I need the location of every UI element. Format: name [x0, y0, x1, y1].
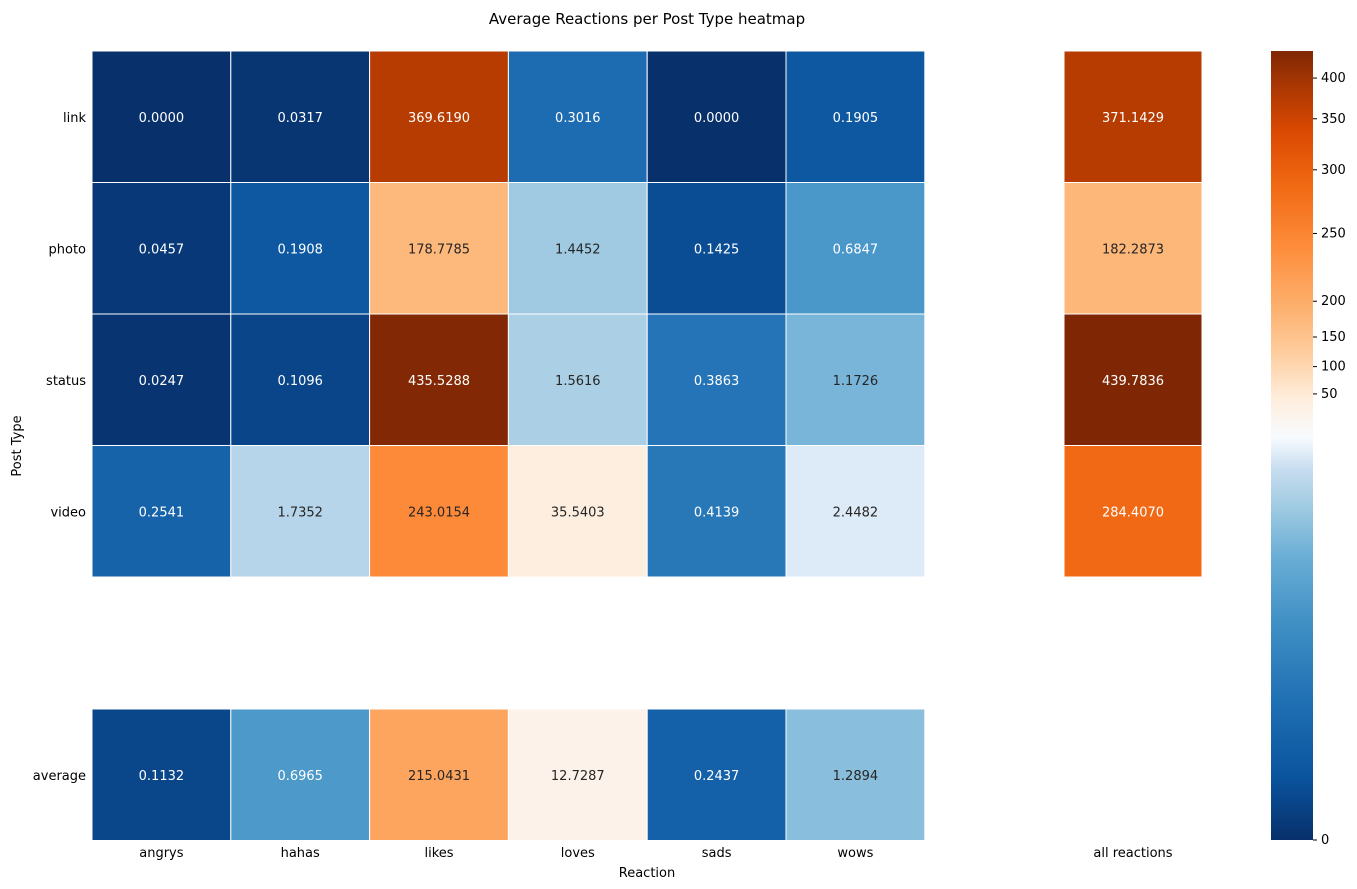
- cell-status-sads-label: 0.3863: [694, 374, 740, 389]
- cell-status-angrys: [91, 313, 232, 446]
- colorbar-tick-0: 0: [1321, 833, 1329, 848]
- cell-average-wows-label: 1.2894: [833, 769, 879, 784]
- cell-average-loves-label: 12.7287: [551, 769, 605, 784]
- cell-average-angrys-label: 0.1132: [139, 769, 185, 784]
- cell-video-hahas-label: 1.7352: [277, 505, 323, 520]
- cell-status-wows: [785, 313, 926, 446]
- cell-average-hahas-label: 0.6965: [277, 769, 323, 784]
- cell-link-wows-label: 0.1905: [833, 111, 879, 126]
- cell-status-hahas-label: 0.1096: [277, 374, 323, 389]
- cell-video-all-reactions: [1063, 445, 1203, 578]
- cell-link-hahas: [230, 50, 371, 183]
- colorbar-tick-250: 250: [1321, 226, 1346, 241]
- cell-video-wows: [785, 445, 926, 578]
- cell-link-sads-label: 0.0000: [694, 111, 740, 126]
- colorbar-tick-150: 150: [1321, 330, 1346, 345]
- cell-average-angrys: [91, 708, 232, 841]
- colorbar-tick-350: 350: [1321, 112, 1346, 127]
- colorbar-tick-50: 50: [1321, 387, 1338, 402]
- cell-status-loves: [507, 313, 648, 446]
- axis-ticks: link photo status video average angrys hahas li…: [33, 111, 1173, 861]
- y-tick-average: average: [33, 769, 86, 784]
- colorbar-tick-400: 400: [1321, 71, 1346, 86]
- x-tick-angrys: angrys: [139, 846, 183, 861]
- cell-average-likes-label: 215.0431: [408, 769, 470, 784]
- cell-status-all-reactions: [1063, 313, 1203, 446]
- cell-link-wows: [785, 50, 926, 183]
- cell-video-likes-label: 243.0154: [408, 505, 470, 520]
- cell-status-angrys-label: 0.0247: [139, 374, 185, 389]
- heatmap-cells: [91, 50, 1203, 841]
- colorbar-tick-300: 300: [1321, 163, 1346, 178]
- cell-photo-wows-label: 0.6847: [833, 242, 879, 257]
- colorbar-tick-200: 200: [1321, 294, 1346, 309]
- cell-link-likes-label: 369.6190: [408, 111, 470, 126]
- cell-video-sads-label: 0.4139: [694, 505, 740, 520]
- cell-link-likes: [369, 50, 509, 183]
- cell-photo-wows: [785, 182, 926, 315]
- cell-link-angrys-label: 0.0000: [139, 111, 185, 126]
- cell-photo-sads-label: 0.1425: [694, 242, 740, 257]
- cell-link-all-reactions-label: 371.1429: [1102, 111, 1164, 126]
- cell-photo-angrys: [91, 182, 232, 315]
- x-tick-wows: wows: [837, 846, 873, 861]
- cell-status-likes-label: 435.5288: [408, 374, 470, 389]
- x-tick-likes: likes: [424, 846, 453, 861]
- colorbar-tick-100: 100: [1321, 360, 1346, 375]
- cell-video-loves: [507, 445, 648, 578]
- cell-link-angrys: [91, 50, 232, 183]
- colorbar: 0 50 100 150 200 250 300 350 400: [1271, 51, 1346, 848]
- cell-status-hahas: [230, 313, 371, 446]
- x-tick-hahas: hahas: [281, 846, 320, 861]
- cell-photo-all-reactions: [1063, 182, 1203, 315]
- y-tick-link: link: [63, 111, 86, 126]
- cell-photo-sads: [646, 182, 787, 315]
- cell-video-hahas: [230, 445, 371, 578]
- chart-title: Average Reactions per Post Type heatmap: [489, 10, 805, 28]
- cell-status-all-reactions-label: 439.7836: [1102, 374, 1164, 389]
- cell-photo-angrys-label: 0.0457: [139, 242, 185, 257]
- cell-status-sads: [646, 313, 787, 446]
- cell-photo-hahas-label: 0.1908: [277, 242, 323, 257]
- cell-link-loves: [507, 50, 648, 183]
- x-tick-all-reactions: all reactions: [1093, 846, 1172, 861]
- cell-video-angrys-label: 0.2541: [139, 505, 185, 520]
- cell-video-all-reactions-label: 284.4070: [1102, 505, 1164, 520]
- cell-status-loves-label: 1.5616: [555, 374, 601, 389]
- x-tick-loves: loves: [561, 846, 595, 861]
- y-tick-status: status: [46, 374, 86, 389]
- cell-video-wows-label: 2.4482: [833, 505, 879, 520]
- cell-average-wows: [785, 708, 926, 841]
- x-axis-label: Reaction: [619, 866, 675, 881]
- cell-status-wows-label: 1.1726: [833, 374, 879, 389]
- cell-video-loves-label: 35.5403: [551, 505, 605, 520]
- cell-link-loves-label: 0.3016: [555, 111, 601, 126]
- y-tick-video: video: [50, 505, 86, 520]
- cell-photo-likes-label: 178.7785: [408, 242, 470, 257]
- y-tick-photo: photo: [49, 242, 87, 257]
- cell-video-angrys: [91, 445, 232, 578]
- cell-photo-all-reactions-label: 182.2873: [1102, 242, 1164, 257]
- cell-photo-loves-label: 1.4452: [555, 242, 601, 257]
- colorbar-gradient: [1271, 51, 1313, 840]
- cell-status-likes: [369, 313, 509, 446]
- cell-labels: 0.0000 0.0317 369.6190 0.3016 0.0000 0.1905 37…: [139, 111, 1164, 784]
- cell-link-hahas-label: 0.0317: [277, 111, 323, 126]
- cell-link-sads: [646, 50, 787, 183]
- y-axis-label: Post Type: [10, 415, 25, 476]
- x-tick-sads: sads: [702, 846, 732, 861]
- cell-average-sads-label: 0.2437: [694, 769, 740, 784]
- cell-photo-likes: [369, 182, 509, 315]
- cell-average-likes: [369, 708, 509, 841]
